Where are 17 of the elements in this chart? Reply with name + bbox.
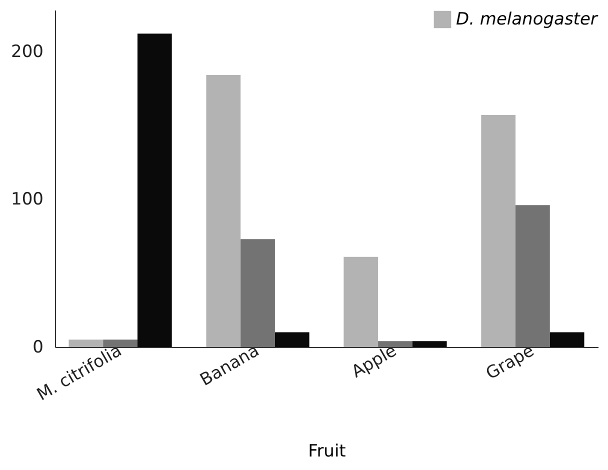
bar xyxy=(516,205,550,347)
bar xyxy=(274,332,310,347)
bar xyxy=(481,114,516,347)
x-axis-title: Fruit xyxy=(308,442,346,462)
bar xyxy=(378,341,412,347)
legend-label: D. melanogaster xyxy=(456,10,598,30)
bar xyxy=(103,340,138,347)
y-tick-label: 0 xyxy=(32,338,44,358)
y-tick-label: 200 xyxy=(11,42,44,62)
y-tick-label: 100 xyxy=(11,190,44,210)
bar xyxy=(240,239,275,347)
bar xyxy=(137,34,172,347)
bar xyxy=(68,340,104,347)
bar xyxy=(412,341,447,347)
bar xyxy=(344,256,378,347)
bar xyxy=(206,75,241,347)
bar xyxy=(550,332,584,347)
